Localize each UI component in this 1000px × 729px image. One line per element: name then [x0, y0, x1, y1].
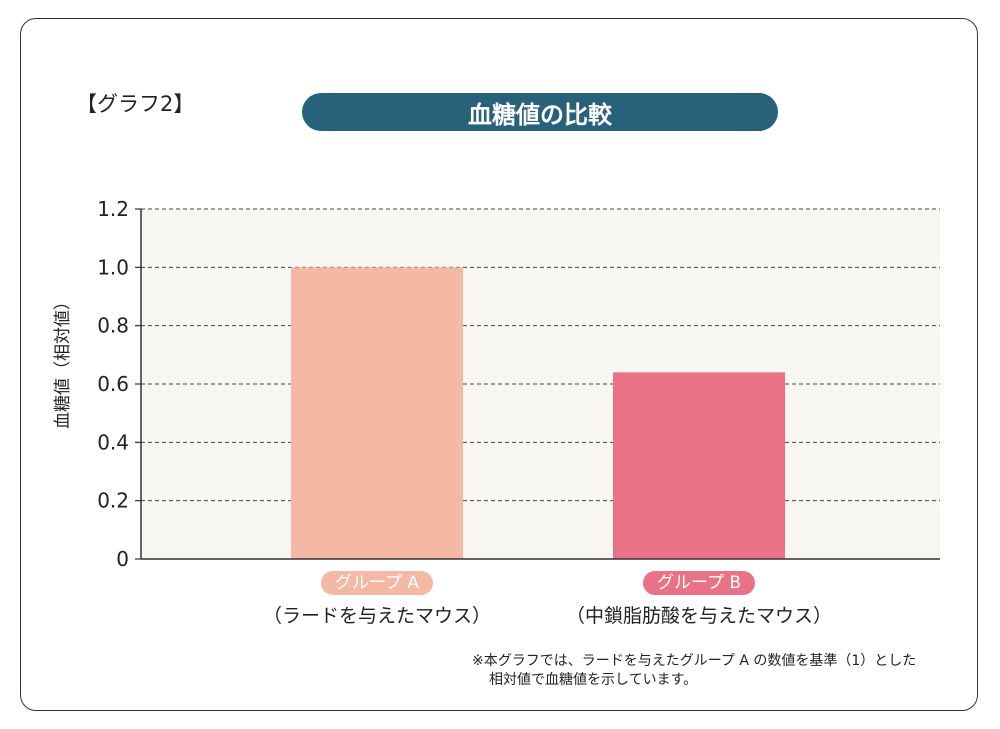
footnote-line-1: ※本グラフでは、ラードを与えたグループ A の数値を基準（1）とした [472, 653, 917, 669]
bar-b [613, 372, 785, 559]
category-pill-b: グループ B [642, 571, 756, 595]
bar-a [291, 267, 463, 559]
y-tick-label: 0.8 [97, 314, 129, 338]
y-tick-label: 0.6 [97, 372, 129, 396]
y-tick-label: 0.2 [97, 489, 129, 513]
category-label-b: グループ B （中鎖脂肪酸を与えたマウス） [499, 571, 899, 628]
category-label-a: グループ A （ラードを与えたマウス） [177, 571, 577, 628]
y-tick-label: 0.4 [97, 430, 129, 454]
category-sub-a: （ラードを与えたマウス） [262, 605, 491, 627]
category-pill-a: グループ A [320, 571, 433, 595]
y-tick-label: 0 [116, 547, 129, 571]
category-sub-b: （中鎖脂肪酸を与えたマウス） [565, 605, 832, 627]
footnote: ※本グラフでは、ラードを与えたグループ A の数値を基準（1）とした 相対値で血… [472, 652, 916, 690]
footnote-line-2: 相対値で血糖値を示しています。 [489, 672, 698, 688]
y-tick-label: 1.2 [97, 197, 129, 221]
graph-label: 【グラフ2】 [76, 92, 195, 116]
y-tick-label: 1.0 [97, 255, 129, 279]
chart-title: 血糖値の比較 [302, 93, 778, 131]
